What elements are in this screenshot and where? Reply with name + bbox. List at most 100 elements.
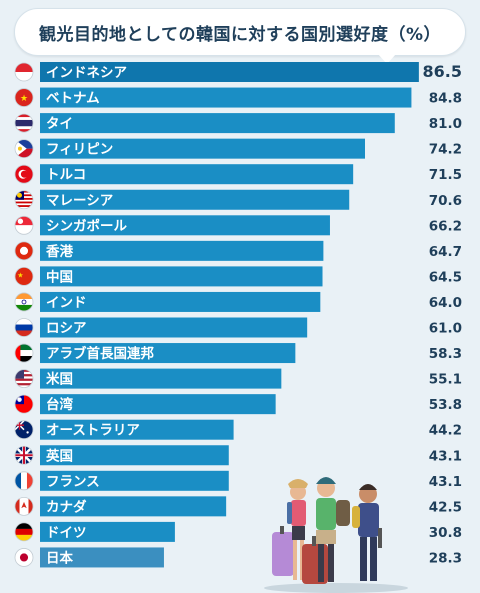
thailand-flag [15, 114, 33, 133]
bar-label-7: 香港 [45, 243, 73, 260]
flag-ring [14, 88, 34, 107]
value-label-11: 58.3 [429, 346, 462, 362]
value-label-2: 81.0 [429, 116, 462, 132]
svg-text:★: ★ [20, 94, 28, 104]
value-label-4: 71.5 [429, 167, 462, 183]
bar-7 [40, 240, 324, 261]
bar-5 [40, 189, 350, 210]
value-label-1: 84.8 [429, 91, 462, 107]
bar-label-14: オーストラリア [46, 423, 140, 439]
bar-label-1: ベトナム [46, 91, 100, 107]
flag-ring [14, 139, 34, 159]
bar-label-5: マレーシア [46, 193, 113, 209]
value-label-0: 86.5 [423, 62, 462, 81]
bar-label-8: 中国 [46, 268, 73, 285]
bar-1 [40, 87, 412, 108]
flag-ring [14, 445, 34, 465]
traveller-man-center [302, 477, 350, 584]
uae-flag [15, 344, 33, 363]
russia-flag [15, 318, 33, 337]
bar-4 [40, 164, 354, 185]
value-label-19: 28.3 [429, 550, 462, 566]
value-label-8: 64.5 [429, 269, 462, 285]
title-bubble: 観光目的地としての韓国に対する国別選好度（%） [14, 8, 466, 64]
flag-ring [14, 496, 34, 516]
bar-label-0: インドネシア [46, 65, 127, 81]
bar-18 [40, 521, 175, 542]
bar-6 [40, 215, 330, 236]
bar-14 [40, 419, 234, 440]
bar-12 [40, 368, 282, 389]
bar-label-4: トルコ [46, 167, 86, 183]
china-flag: ★ [15, 267, 33, 286]
value-label-10: 61.0 [429, 321, 462, 337]
philippines-flag [15, 139, 33, 158]
bar-15 [40, 445, 229, 466]
traveller-man-right [352, 484, 382, 581]
bar-17 [40, 496, 227, 517]
bar-label-9: インド [46, 295, 87, 311]
bar-8 [40, 266, 323, 287]
vietnam-flag: ★ [15, 88, 33, 107]
indonesia-flag [15, 63, 33, 81]
japan-flag [15, 548, 33, 567]
bar-label-15: 英国 [45, 447, 73, 464]
hong-kong-flag [15, 241, 33, 260]
bar-2 [40, 113, 395, 134]
germany-flag [15, 522, 33, 541]
value-label-15: 43.1 [429, 448, 462, 464]
flag-ring [14, 369, 34, 389]
bar-9 [40, 291, 321, 312]
bar-13 [40, 394, 276, 415]
flag-ring [14, 343, 34, 363]
bar-3 [40, 138, 365, 159]
malaysia-flag [15, 190, 33, 209]
flag-ring [14, 215, 34, 235]
flag-ring [14, 241, 34, 261]
india-flag [15, 292, 33, 311]
bar-label-2: タイ [46, 116, 73, 132]
svg-text:★: ★ [17, 271, 23, 279]
flag-ring [14, 164, 34, 184]
value-label-14: 44.2 [429, 423, 462, 439]
value-label-7: 64.7 [429, 244, 462, 260]
bar-label-18: ドイツ [46, 525, 87, 541]
flag-ring [14, 292, 34, 312]
value-label-5: 70.6 [429, 193, 462, 209]
flag-ring [14, 190, 34, 210]
turkey-flag [15, 165, 33, 184]
flag-ring [14, 548, 34, 567]
bar-label-13: 台湾 [46, 396, 73, 413]
bar-19 [40, 547, 164, 568]
flag-ring [14, 318, 34, 337]
chart-title: 観光目的地としての韓国に対する国別選好度（%） [38, 24, 442, 45]
taiwan-flag [15, 395, 33, 414]
flag-ring [14, 266, 34, 286]
bar-label-17: カナダ [46, 498, 87, 515]
bar-label-12: 米国 [46, 371, 73, 388]
bar-label-3: フィリピン [46, 142, 113, 158]
flag-ring [14, 420, 34, 440]
value-label-12: 55.1 [429, 372, 462, 388]
france-flag [15, 471, 33, 490]
bar-label-10: ロシア [46, 321, 87, 337]
value-label-3: 74.2 [429, 142, 462, 158]
value-label-18: 30.8 [429, 525, 462, 541]
bar-0 [40, 62, 419, 82]
value-label-16: 43.1 [429, 474, 462, 490]
flag-ring [14, 522, 34, 542]
bar-16 [40, 470, 229, 491]
travellers-illustration [264, 477, 408, 593]
value-label-17: 42.5 [429, 499, 462, 515]
traveller-woman [272, 479, 308, 580]
bar-label-16: フランス [46, 474, 100, 490]
value-label-9: 64.0 [429, 295, 462, 311]
bar-label-11: アラブ首長国連邦 [46, 345, 154, 362]
usa-flag [15, 369, 33, 388]
value-label-6: 66.2 [429, 218, 462, 234]
uk-flag [15, 446, 33, 465]
bar-label-6: シンガポール [46, 217, 127, 234]
bar-11 [40, 343, 296, 364]
flag-ring [14, 471, 34, 491]
